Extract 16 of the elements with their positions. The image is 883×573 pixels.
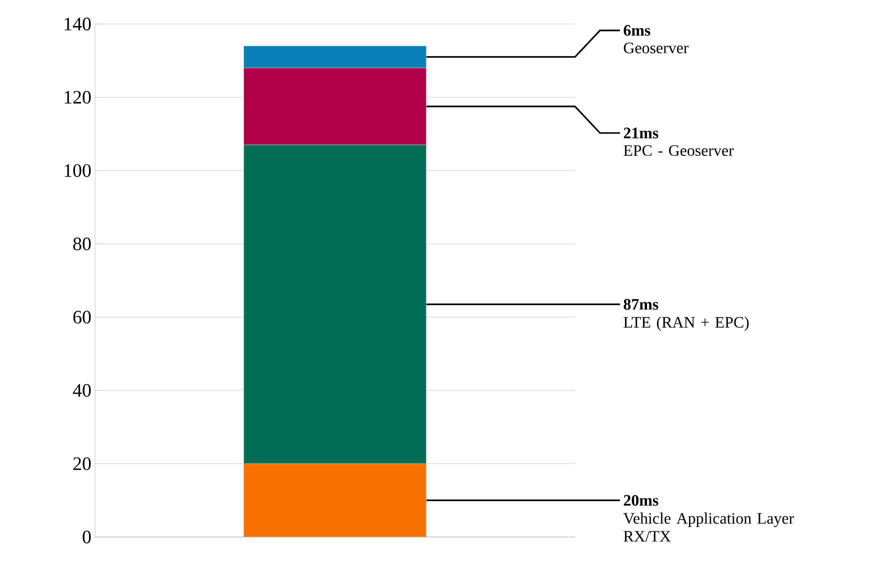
data-label: 87ms [624, 298, 658, 310]
y-tick-label: 140 [64, 18, 91, 30]
y-tick-label: 40 [72, 384, 91, 397]
text: LTE (RAN + EPC) [624, 316, 749, 331]
y-tick-label: 0 [82, 530, 91, 544]
y-tick-label: 20 [73, 457, 91, 470]
text: Geoserver [624, 42, 689, 54]
data-label: 6ms [624, 25, 650, 36]
y-tick-label: 100 [64, 164, 91, 177]
text: Vehicle Application Layer RX/TX [623, 512, 794, 542]
y-tick-label: 120 [64, 90, 91, 104]
y-tick-label: 60 [73, 310, 91, 324]
data-label: 21ms [624, 128, 658, 138]
text: EPC - Geoserver [624, 145, 734, 156]
data-label: 20ms [624, 494, 658, 506]
y-tick-label: 80 [73, 237, 91, 250]
